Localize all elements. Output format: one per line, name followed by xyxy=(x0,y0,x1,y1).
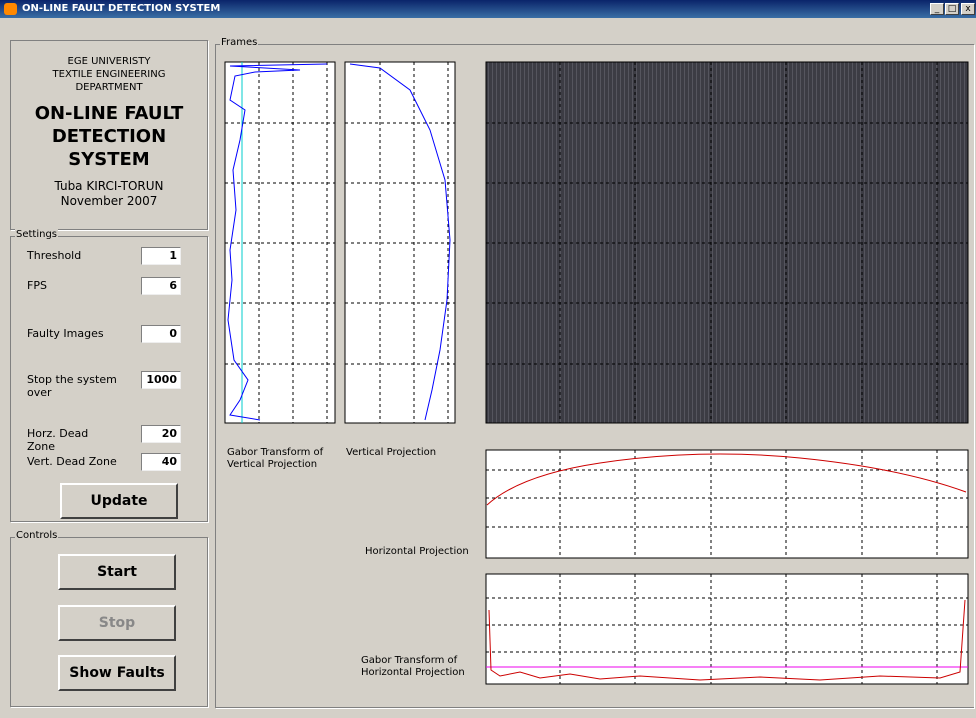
plots xyxy=(0,0,976,718)
window: ON-LINE FAULT DETECTION SYSTEM _ □ x EGE… xyxy=(0,0,976,718)
plot-area xyxy=(486,450,968,558)
